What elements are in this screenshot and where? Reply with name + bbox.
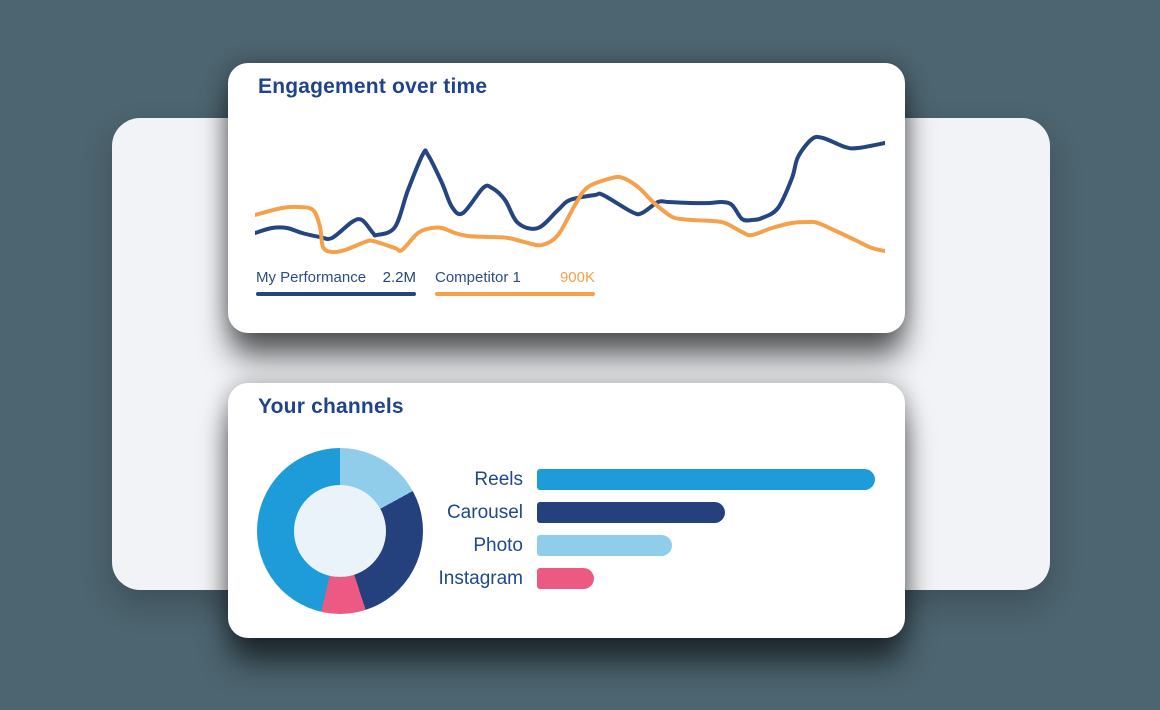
engagement-line-chart — [255, 134, 885, 255]
channel-row-reels: Reels — [427, 463, 877, 496]
legend-label: Competitor 1 — [435, 269, 521, 286]
channel-bar-instagram — [537, 568, 595, 589]
channel-bar-reels — [537, 469, 875, 490]
engagement-card: Engagement over time My Performance 2.2M… — [228, 63, 905, 333]
donut-hole — [294, 485, 386, 577]
legend-value: 2.2M — [382, 269, 416, 286]
channel-label: Carousel — [446, 501, 523, 523]
channels-card: Your channels Reels Carousel Photo Instagra… — [228, 383, 905, 638]
channels-bar-chart: Reels Carousel Photo Instagram — [427, 463, 877, 595]
legend-value: 900K — [559, 269, 595, 286]
legend-item-my-performance[interactable]: My Performance 2.2M — [256, 269, 416, 296]
channel-row-instagram: Instagram — [427, 562, 877, 595]
channel-label: Photo — [473, 534, 523, 556]
legend-underline — [256, 292, 416, 296]
line-series-my-performance — [255, 134, 885, 242]
legend-underline — [435, 292, 595, 296]
legend-item-competitor-1[interactable]: Competitor 1 900K — [435, 269, 595, 296]
channel-bar-carousel — [537, 502, 725, 523]
channel-label: Reels — [474, 468, 523, 490]
channel-bar-photo — [537, 535, 673, 556]
channel-row-carousel: Carousel — [427, 496, 877, 529]
legend-label: My Performance — [256, 269, 367, 286]
channels-card-title: Your channels — [258, 395, 404, 418]
line-series-competitor-1 — [255, 174, 885, 255]
channels-donut-chart — [257, 448, 423, 614]
channel-row-photo: Photo — [427, 529, 877, 562]
line-chart-legend: My Performance 2.2M Competitor 1 900K — [256, 269, 595, 296]
engagement-card-title: Engagement over time — [258, 75, 488, 98]
channel-label: Instagram — [438, 567, 523, 589]
